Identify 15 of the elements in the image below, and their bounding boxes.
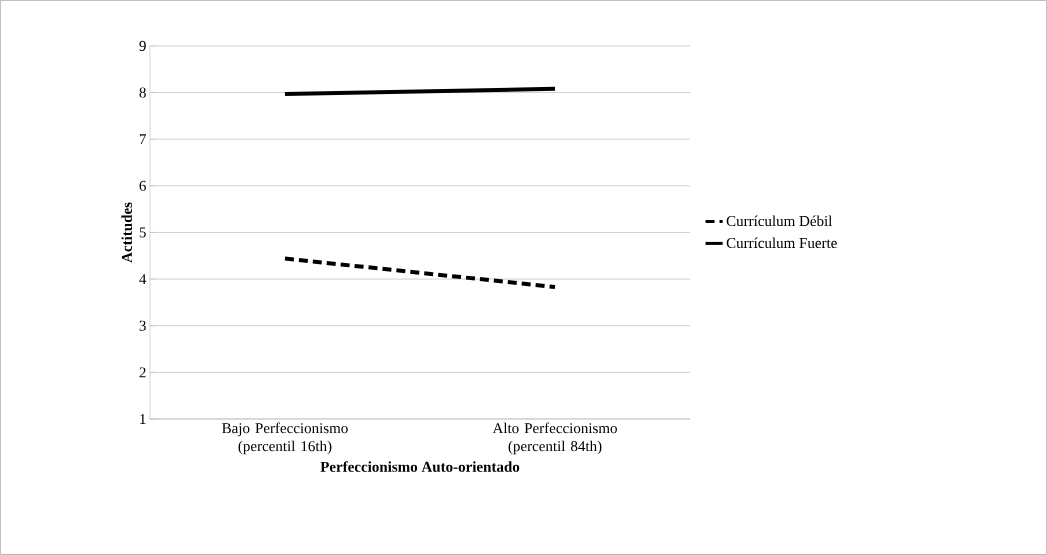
y-tick-label: 3 bbox=[139, 320, 146, 331]
legend-label: Currículum Fuerte bbox=[726, 237, 837, 249]
y-tick-label: 8 bbox=[139, 87, 146, 98]
y-tick-label: 1 bbox=[140, 414, 146, 424]
x-tick-label: Bajo Perfeccionismo (percentil 16th) bbox=[222, 422, 348, 455]
y-axis-title: Actitudes bbox=[121, 202, 133, 263]
x-axis-title: Perfeccionismo Auto-orientado bbox=[320, 461, 520, 472]
y-tick-label: 2 bbox=[139, 367, 146, 378]
y-tick-label: 7 bbox=[139, 134, 146, 145]
y-tick-label: 5 bbox=[139, 227, 146, 238]
y-tick-label: 4 bbox=[139, 274, 147, 285]
x-tick-label: Alto Perfeccionismo (percentil 84th) bbox=[492, 422, 617, 455]
y-tick-label: 9 bbox=[139, 40, 146, 51]
y-tick-label: 6 bbox=[139, 180, 146, 191]
legend-label: Currículum Débil bbox=[726, 215, 833, 227]
